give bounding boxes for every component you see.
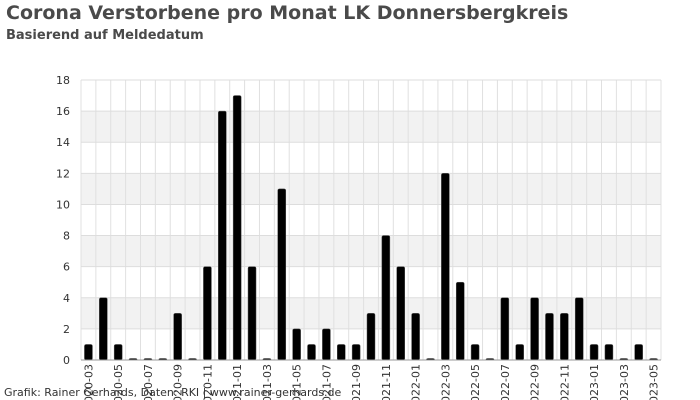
- bar-2022-07: [500, 297, 510, 361]
- bar-2020-12: [218, 110, 227, 361]
- y-axis-ticks: 0 2 4 6 8 10 12 14 16 18: [56, 74, 70, 367]
- x-tick-label: 2021-11: [380, 364, 393, 400]
- x-tick-label: 2023-03: [618, 364, 631, 400]
- y-tick-label: 8: [63, 230, 70, 243]
- bar-2022-08: [515, 344, 524, 361]
- x-tick-label: 2021-03: [261, 364, 274, 400]
- x-tick-label: 2020-03: [82, 364, 95, 400]
- bar-2022-10: [545, 313, 554, 361]
- bar-2021-11: [381, 235, 391, 361]
- x-tick-label: 2021-07: [320, 364, 333, 400]
- bar-2022-01: [411, 313, 420, 361]
- x-tick-label: 2022-07: [499, 364, 512, 400]
- bar-2023-04: [634, 344, 643, 361]
- grid-band: [81, 111, 661, 143]
- x-tick-label: 2020-11: [201, 364, 214, 400]
- x-tick-label: 2020-07: [142, 364, 155, 400]
- bar-2020-05: [113, 344, 123, 361]
- bar-2022-12: [574, 297, 584, 361]
- bar-2022-04: [455, 281, 465, 361]
- x-tick-label: 2023-05: [648, 364, 661, 400]
- x-tick-label: 2022-09: [529, 364, 542, 400]
- y-tick-label: 0: [63, 354, 70, 367]
- y-tick-label: 10: [56, 198, 70, 211]
- chart-subtitle: Basierend auf Meldedatum: [6, 28, 204, 43]
- bar-2020-09: [173, 313, 182, 361]
- y-tick-label: 18: [56, 74, 70, 87]
- bar-2023-01: [589, 344, 599, 361]
- bar-2021-04: [277, 188, 287, 361]
- x-tick-label: 2022-01: [410, 364, 423, 400]
- x-tick-label: 2022-03: [439, 364, 452, 400]
- x-tick-label: 2021-05: [291, 364, 304, 400]
- x-tick-label: 2023-01: [588, 364, 601, 400]
- bar-2022-11: [560, 313, 569, 361]
- grid-bands: [81, 111, 661, 329]
- bar-2023-02: [604, 344, 614, 361]
- x-tick-label: 2020-09: [172, 364, 185, 400]
- y-tick-label: 14: [56, 136, 70, 149]
- x-tick-label: 2022-05: [469, 364, 482, 400]
- bar-2021-06: [307, 344, 316, 361]
- chart-title: Corona Verstorbene pro Monat LK Donnersb…: [6, 2, 569, 24]
- bar-2021-01: [232, 95, 242, 361]
- grid-band: [81, 235, 661, 267]
- bars: [84, 95, 658, 361]
- bar-2021-10: [366, 313, 376, 361]
- x-tick-label: 2021-01: [231, 364, 244, 400]
- bar-2022-09: [530, 297, 539, 361]
- bar-2021-08: [337, 344, 346, 361]
- bar-2021-02: [247, 266, 257, 361]
- bar-2021-05: [292, 328, 301, 361]
- x-tick-label: 2020-05: [112, 364, 125, 400]
- grid-band: [81, 173, 661, 205]
- x-axis-ticks: 2020-03 2020-05 2020-07 2020-09 2020-11 2021-…: [82, 364, 660, 400]
- bar-2021-07: [322, 328, 331, 361]
- bar-2022-05: [470, 344, 480, 361]
- bar-2020-04: [99, 297, 108, 361]
- bar-2020-03: [84, 344, 93, 361]
- y-tick-label: 4: [63, 292, 70, 305]
- x-tick-label: 2021-09: [350, 364, 363, 400]
- y-tick-label: 2: [63, 323, 70, 336]
- y-tick-label: 12: [56, 167, 70, 180]
- y-tick-label: 16: [56, 105, 70, 118]
- vertical-gridlines: [80, 80, 662, 360]
- bar-2022-03: [441, 173, 450, 361]
- x-tick-label: 2022-11: [558, 364, 571, 400]
- bar-2021-09: [351, 344, 361, 361]
- bar-2020-11: [203, 266, 212, 361]
- bar-2021-12: [396, 266, 405, 361]
- y-tick-label: 6: [63, 261, 70, 274]
- source-credit: Grafik: Rainer Gerhards, Daten: RKI | ww…: [4, 386, 342, 399]
